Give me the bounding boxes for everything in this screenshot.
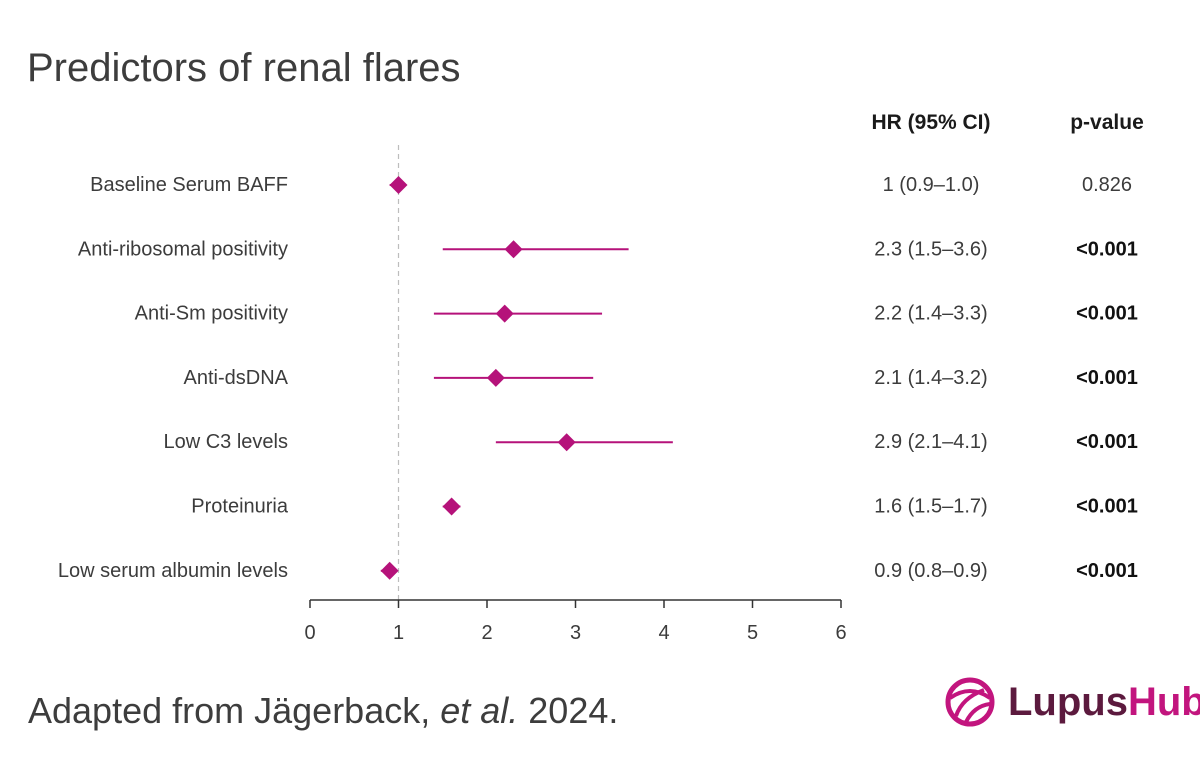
source-prefix: Adapted from Jägerback, (28, 690, 441, 731)
row-label: Proteinuria (191, 496, 289, 518)
row-label: Low C3 levels (163, 431, 288, 453)
hr-marker (504, 240, 523, 259)
hr-marker (380, 561, 399, 580)
lupushub-wordmark: LupusHub (1008, 680, 1200, 725)
logo-word-lupus: Lupus (1008, 679, 1128, 724)
hr-value: 1.6 (1.5–1.7) (874, 496, 987, 518)
x-tick-label-1: 1 (393, 622, 404, 644)
source-suffix: 2024. (518, 690, 619, 731)
hr-marker (486, 368, 505, 387)
lupushub-logo: LupusHub (944, 676, 1200, 728)
row-label: Anti-dsDNA (184, 367, 289, 389)
p-value: <0.001 (1076, 560, 1138, 582)
row-label: Low serum albumin levels (58, 560, 288, 582)
x-tick-label-5: 5 (747, 622, 758, 644)
plot-layer: 0 1 2 3 4 5 6 Baseline Serum BAFF 1 (0.9–1.0) 0.8… (58, 145, 1138, 644)
lupushub-logo-icon (945, 677, 995, 727)
hr-value: 2.3 (1.5–3.6) (874, 238, 987, 260)
x-tick-label-3: 3 (570, 622, 581, 644)
p-value: <0.001 (1076, 431, 1138, 453)
hr-value: 1 (0.9–1.0) (883, 174, 980, 196)
p-value: <0.001 (1076, 303, 1138, 325)
p-value: <0.001 (1076, 238, 1138, 260)
x-tick-label-4: 4 (658, 622, 669, 644)
source-citation: Adapted from Jägerback, et al. 2024. (28, 690, 618, 732)
row-label: Anti-Sm positivity (135, 303, 288, 325)
page-title: Predictors of renal flares (27, 46, 461, 90)
x-tick-label-6: 6 (835, 622, 846, 644)
hr-value: 2.9 (2.1–4.1) (874, 431, 987, 453)
x-tick-label-0: 0 (304, 622, 315, 644)
p-value: <0.001 (1076, 496, 1138, 518)
source-italic: et al. (440, 690, 519, 731)
hr-value: 2.1 (1.4–3.2) (874, 367, 987, 389)
x-tick-label-2: 2 (481, 622, 492, 644)
p-value: 0.826 (1082, 174, 1132, 196)
logo-word-hub: Hub (1127, 679, 1200, 724)
hr-marker (442, 497, 461, 516)
row-label: Anti-ribosomal positivity (78, 238, 288, 260)
hr-value: 2.2 (1.4–3.3) (874, 303, 987, 325)
hr-marker (557, 433, 576, 452)
hr-marker (495, 304, 514, 323)
p-value: <0.001 (1076, 367, 1138, 389)
hr-column-header: HR (95% CI) (871, 111, 990, 134)
row-label: Baseline Serum BAFF (90, 174, 288, 196)
hr-marker (389, 176, 408, 194)
hr-value: 0.9 (0.8–0.9) (874, 560, 987, 582)
p-value-column-header: p-value (1070, 111, 1144, 134)
